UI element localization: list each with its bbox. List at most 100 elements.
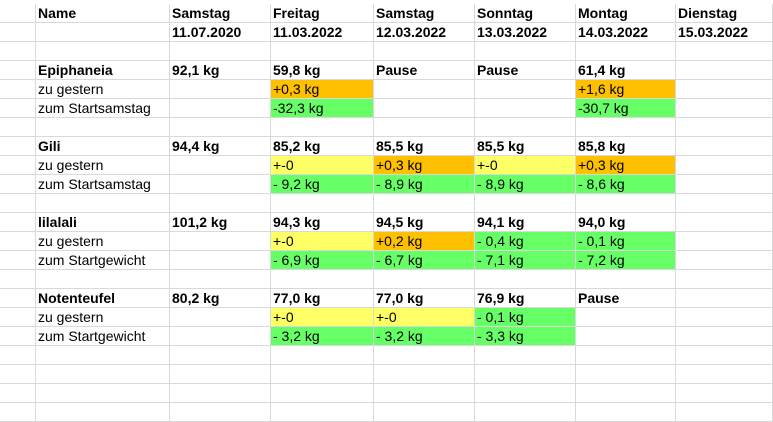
empty-cell[interactable] — [271, 384, 374, 403]
start-weight-cell[interactable]: 101,2 kg — [170, 213, 271, 232]
empty-cell[interactable] — [676, 403, 773, 422]
diff-cell[interactable]: - 3,2 kg — [374, 327, 475, 346]
header-day-cell[interactable]: Dienstag — [676, 4, 773, 23]
empty-cell[interactable] — [170, 327, 271, 346]
row-label-cell[interactable]: zum Startgewicht — [36, 251, 170, 270]
diff-cell[interactable]: -30,7 kg — [576, 99, 676, 118]
diff-cell[interactable]: - 0,1 kg — [475, 308, 576, 327]
row-lead-cell[interactable] — [0, 61, 36, 80]
empty-cell[interactable] — [36, 346, 170, 365]
diff-cell[interactable]: - 6,7 kg — [374, 251, 475, 270]
diff-cell[interactable]: - 3,3 kg — [475, 327, 576, 346]
diff-cell[interactable] — [676, 175, 773, 194]
weight-cell[interactable]: Pause — [374, 61, 475, 80]
diff-cell[interactable]: - 8,9 kg — [475, 175, 576, 194]
empty-cell[interactable] — [170, 156, 271, 175]
empty-cell[interactable] — [676, 365, 773, 384]
weight-cell[interactable]: 94,3 kg — [271, 213, 374, 232]
empty-cell[interactable] — [36, 403, 170, 422]
row-label-cell[interactable]: zu gestern — [36, 308, 170, 327]
diff-cell[interactable] — [676, 80, 773, 99]
diff-cell[interactable]: - 9,2 kg — [271, 175, 374, 194]
row-lead-cell[interactable] — [0, 232, 36, 251]
empty-cell[interactable] — [170, 42, 271, 61]
row-lead-cell[interactable] — [0, 308, 36, 327]
diff-cell[interactable]: - 0,1 kg — [576, 232, 676, 251]
empty-cell[interactable] — [170, 251, 271, 270]
empty-cell[interactable] — [576, 384, 676, 403]
start-weight-cell[interactable]: 80,2 kg — [170, 289, 271, 308]
diff-cell[interactable]: +0,3 kg — [374, 156, 475, 175]
empty-cell[interactable] — [676, 270, 773, 289]
weight-cell[interactable] — [676, 61, 773, 80]
row-lead-cell[interactable] — [0, 194, 36, 213]
empty-cell[interactable] — [271, 118, 374, 137]
person-name-cell[interactable]: Epiphaneia — [36, 61, 170, 80]
row-lead-cell[interactable] — [0, 80, 36, 99]
empty-cell[interactable] — [170, 365, 271, 384]
diff-cell[interactable]: +0,3 kg — [271, 80, 374, 99]
empty-cell[interactable] — [36, 194, 170, 213]
header-date-cell[interactable]: 14.03.2022 — [576, 23, 676, 42]
empty-cell[interactable] — [36, 23, 170, 42]
row-lead-cell[interactable] — [0, 403, 36, 422]
weight-cell[interactable]: 94,0 kg — [576, 213, 676, 232]
empty-cell[interactable] — [170, 308, 271, 327]
diff-cell[interactable] — [676, 251, 773, 270]
empty-cell[interactable] — [475, 194, 576, 213]
header-date-cell[interactable]: 11.07.2020 — [170, 23, 271, 42]
empty-cell[interactable] — [36, 365, 170, 384]
row-lead-cell[interactable] — [0, 175, 36, 194]
start-weight-cell[interactable]: 94,4 kg — [170, 137, 271, 156]
empty-cell[interactable] — [271, 403, 374, 422]
row-lead-cell[interactable] — [0, 4, 36, 23]
empty-cell[interactable] — [576, 270, 676, 289]
empty-cell[interactable] — [576, 365, 676, 384]
diff-cell[interactable]: +1,6 kg — [576, 80, 676, 99]
diff-cell[interactable]: +0,2 kg — [374, 232, 475, 251]
empty-cell[interactable] — [170, 194, 271, 213]
row-lead-cell[interactable] — [0, 270, 36, 289]
empty-cell[interactable] — [475, 384, 576, 403]
person-name-cell[interactable]: Gili — [36, 137, 170, 156]
empty-cell[interactable] — [271, 365, 374, 384]
header-date-cell[interactable]: 11.03.2022 — [271, 23, 374, 42]
empty-cell[interactable] — [576, 346, 676, 365]
diff-cell[interactable] — [676, 308, 773, 327]
row-lead-cell[interactable] — [0, 365, 36, 384]
weight-cell[interactable]: 85,5 kg — [374, 137, 475, 156]
header-day-cell[interactable]: Montag — [576, 4, 676, 23]
weight-cell[interactable]: 85,2 kg — [271, 137, 374, 156]
diff-cell[interactable]: -32,3 kg — [271, 99, 374, 118]
diff-cell[interactable]: - 7,1 kg — [475, 251, 576, 270]
empty-cell[interactable] — [576, 118, 676, 137]
weight-cell[interactable]: 76,9 kg — [475, 289, 576, 308]
row-lead-cell[interactable] — [0, 327, 36, 346]
empty-cell[interactable] — [475, 270, 576, 289]
row-lead-cell[interactable] — [0, 137, 36, 156]
row-lead-cell[interactable] — [0, 289, 36, 308]
empty-cell[interactable] — [170, 118, 271, 137]
row-lead-cell[interactable] — [0, 346, 36, 365]
row-lead-cell[interactable] — [0, 251, 36, 270]
empty-cell[interactable] — [676, 194, 773, 213]
empty-cell[interactable] — [676, 42, 773, 61]
empty-cell[interactable] — [374, 118, 475, 137]
header-day-cell[interactable]: Samstag — [170, 4, 271, 23]
row-label-cell[interactable]: zu gestern — [36, 80, 170, 99]
diff-cell[interactable] — [576, 308, 676, 327]
empty-cell[interactable] — [475, 403, 576, 422]
empty-cell[interactable] — [576, 42, 676, 61]
empty-cell[interactable] — [374, 403, 475, 422]
weight-cell[interactable] — [676, 289, 773, 308]
diff-cell[interactable]: +-0 — [271, 156, 374, 175]
header-date-cell[interactable]: 15.03.2022 — [676, 23, 773, 42]
header-date-cell[interactable]: 13.03.2022 — [475, 23, 576, 42]
header-day-cell[interactable]: Freitag — [271, 4, 374, 23]
weight-cell[interactable]: 77,0 kg — [271, 289, 374, 308]
empty-cell[interactable] — [374, 384, 475, 403]
empty-cell[interactable] — [271, 42, 374, 61]
diff-cell[interactable]: +-0 — [271, 232, 374, 251]
header-day-cell[interactable]: Samstag — [374, 4, 475, 23]
